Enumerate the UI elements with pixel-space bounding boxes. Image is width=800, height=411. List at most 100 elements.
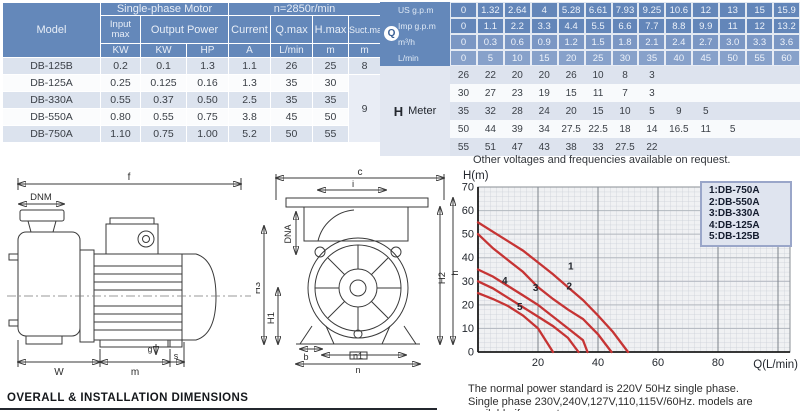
head-cell: 8 bbox=[611, 66, 639, 84]
motor-spec-table: Model Single-phase Motor n=2850r/min Inp… bbox=[2, 2, 387, 143]
unit-m: m bbox=[348, 43, 382, 58]
flow-values-grid: 0 1.32 2.64 4 5.28 6.61 7.93 9.25 10.6 12 13 15 15.9… bbox=[450, 2, 800, 66]
head-cell bbox=[719, 84, 747, 102]
cell-out_hp: 0.75 bbox=[185, 108, 230, 126]
cell-hmax: 35 bbox=[312, 91, 350, 109]
dim-dnm: DNM bbox=[30, 192, 52, 203]
flow-cell: 8.8 bbox=[665, 18, 693, 34]
cell-out_kw: 0.55 bbox=[140, 108, 187, 126]
dim-f: f bbox=[128, 172, 131, 183]
x-tick-label: 20 bbox=[532, 357, 544, 369]
curve-db-550a bbox=[476, 232, 613, 354]
head-cell: 27.5 bbox=[557, 120, 585, 138]
flow-cell: 11 bbox=[719, 18, 747, 34]
flow-cell: 9.9 bbox=[692, 18, 720, 34]
head-cell: 22 bbox=[476, 66, 504, 84]
head-cell bbox=[665, 66, 693, 84]
cell-model: DB-125A bbox=[2, 74, 101, 92]
head-cell: 5 bbox=[638, 102, 666, 120]
head-cell bbox=[746, 120, 774, 138]
other-voltages-note: Other voltages and frequencies available… bbox=[473, 154, 731, 166]
column-header-hmax: H.max bbox=[312, 15, 350, 44]
caption-underline bbox=[0, 408, 437, 410]
cell-hmax: 50 bbox=[312, 108, 350, 126]
curve-number-label: 3 bbox=[533, 283, 539, 294]
flow-cell: 1.1 bbox=[476, 18, 504, 34]
head-cell: 34 bbox=[530, 120, 558, 138]
flow-cell: 3.0 bbox=[719, 34, 747, 50]
cell-out_hp: 1.00 bbox=[185, 125, 230, 143]
flow-cell: 50 bbox=[719, 50, 747, 66]
flow-cell: 4 bbox=[530, 2, 558, 18]
flow-cell: 6.61 bbox=[584, 2, 612, 18]
spec-row-db-330a: DB-330A 0.55 0.37 0.50 2.5 35 35 bbox=[2, 91, 381, 109]
curve-db-330a bbox=[476, 268, 589, 354]
head-cell: 11 bbox=[584, 84, 612, 102]
head-values-grid: 26 22 20 20 26 10 8 3 30 27 23 19 15 11 7 3 35 32 28 24 20 15… bbox=[450, 66, 800, 156]
h-symbol: H bbox=[393, 103, 404, 119]
flow-cell: 35 bbox=[638, 50, 666, 66]
y-tick-label: 40 bbox=[462, 252, 474, 264]
head-cell bbox=[746, 102, 774, 120]
cell-suct: 9 bbox=[348, 74, 382, 143]
cell-out_hp: 0.50 bbox=[185, 91, 230, 109]
dim-g: g bbox=[148, 344, 153, 354]
curve-db-125a bbox=[476, 280, 580, 354]
head-cell: 32 bbox=[476, 102, 504, 120]
flow-cell: 15 bbox=[530, 50, 558, 66]
dim-b: b bbox=[303, 352, 308, 362]
flow-unit-us-gpm: US g.p.m bbox=[398, 5, 434, 15]
head-cell: 27 bbox=[476, 84, 504, 102]
flow-cell: 9.25 bbox=[638, 2, 666, 18]
cell-model: DB-125B bbox=[2, 57, 101, 75]
cell-suct: 8 bbox=[348, 57, 382, 75]
head-cell: 7 bbox=[611, 84, 639, 102]
column-header-model: Model bbox=[2, 2, 101, 58]
head-cell bbox=[773, 66, 800, 84]
head-cell: 22 bbox=[638, 138, 666, 156]
head-cell bbox=[692, 66, 720, 84]
cell-qmax: 26 bbox=[270, 57, 314, 75]
spec-row-db-550a: DB-550A 0.80 0.55 0.75 3.8 45 50 bbox=[2, 108, 381, 126]
flow-cell: 3.6 bbox=[773, 34, 800, 50]
dim-h2: H2 bbox=[437, 272, 448, 284]
curve-db-750a bbox=[476, 221, 630, 354]
head-cell: 16.5 bbox=[665, 120, 693, 138]
head-cell: 43 bbox=[530, 138, 558, 156]
cell-out_hp: 0.16 bbox=[185, 74, 230, 92]
head-cell: 3 bbox=[638, 66, 666, 84]
pump-curves: 1 2 3 4 5 bbox=[476, 221, 630, 354]
y-tick-label: 70 bbox=[462, 182, 474, 194]
legend-item: 5:DB-125B bbox=[709, 231, 760, 243]
head-cell bbox=[692, 84, 720, 102]
head-cell bbox=[746, 66, 774, 84]
unit-lmin: L/min bbox=[270, 43, 314, 58]
legend-item: 3:DB-330A bbox=[709, 208, 760, 220]
cell-out_kw: 0.75 bbox=[140, 125, 187, 143]
cell-qmax: 35 bbox=[270, 74, 314, 92]
cell-hmax: 25 bbox=[312, 57, 350, 75]
unit-kw: KW bbox=[100, 43, 141, 58]
head-cell bbox=[746, 138, 774, 156]
flow-cell: 4.4 bbox=[557, 18, 585, 34]
flow-cell: 5 bbox=[476, 50, 504, 66]
flow-cell: 7.7 bbox=[638, 18, 666, 34]
head-cell bbox=[746, 84, 774, 102]
head-cell bbox=[692, 138, 720, 156]
head-cell: 33 bbox=[584, 138, 612, 156]
head-cell: 9 bbox=[665, 102, 693, 120]
head-cell: 26 bbox=[450, 66, 477, 84]
y-tick-label: 30 bbox=[462, 276, 474, 288]
x-tick-label: 80 bbox=[712, 357, 724, 369]
flow-cell: 12 bbox=[746, 18, 774, 34]
head-cell bbox=[719, 138, 747, 156]
head-cell: 55 bbox=[450, 138, 477, 156]
flow-cell: 15 bbox=[746, 2, 774, 18]
meter-text: Meter bbox=[408, 105, 437, 117]
flow-cell: 10.6 bbox=[665, 2, 693, 18]
head-cell: 39 bbox=[503, 120, 531, 138]
flow-cell: 0.9 bbox=[530, 34, 558, 50]
column-header-suctmax: Suct.max bbox=[348, 15, 387, 44]
cell-model: DB-330A bbox=[2, 91, 101, 109]
flow-cell: 30 bbox=[611, 50, 639, 66]
